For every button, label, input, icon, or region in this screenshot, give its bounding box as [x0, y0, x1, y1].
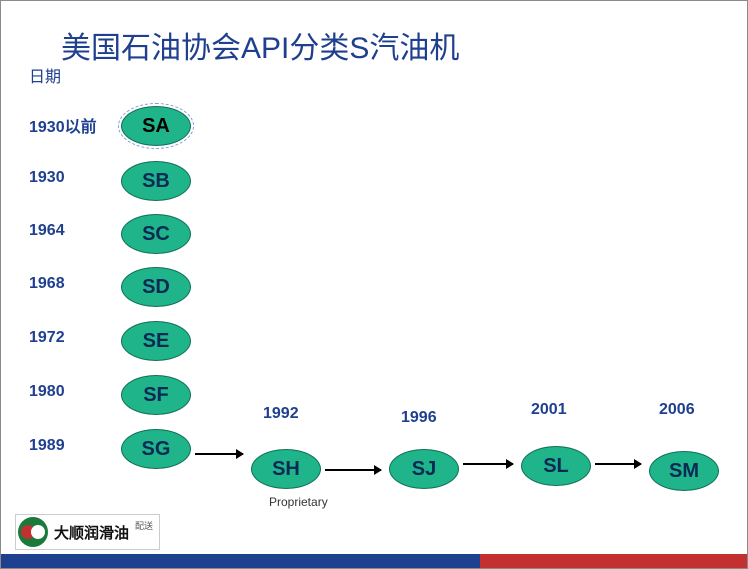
axis-label: 日期 — [29, 63, 61, 87]
node-sj: SJ — [389, 449, 459, 489]
node-sg: SG — [121, 429, 191, 469]
node-sd: SD — [121, 267, 191, 307]
footer-red — [480, 554, 747, 568]
node-sc: SC — [121, 214, 191, 254]
logo-icon — [18, 517, 48, 547]
arrow-0 — [195, 453, 243, 455]
arrow-1 — [325, 469, 381, 471]
year-label-sh: 1992 — [263, 405, 299, 423]
year-label-sa: 1930以前 — [29, 113, 97, 137]
footer-blue — [1, 554, 480, 568]
node-sl: SL — [521, 446, 591, 486]
proprietary-label: Proprietary — [269, 495, 328, 509]
node-sf: SF — [121, 375, 191, 415]
year-label-se: 1972 — [29, 329, 65, 347]
year-label-sj: 1996 — [401, 409, 437, 427]
year-label-sl: 2001 — [531, 401, 567, 419]
year-label-sm: 2006 — [659, 401, 695, 419]
slide-title: 美国石油协会API分类S汽油机 — [61, 23, 459, 67]
logo-subtext: 配送 — [135, 519, 153, 532]
node-se: SE — [121, 321, 191, 361]
node-sb: SB — [121, 161, 191, 201]
arrow-3 — [595, 463, 641, 465]
year-label-sd: 1968 — [29, 275, 65, 293]
node-sa: SA — [121, 106, 191, 146]
arrow-2 — [463, 463, 513, 465]
year-label-sc: 1964 — [29, 222, 65, 240]
year-label-sf: 1980 — [29, 383, 65, 401]
node-sh: SH — [251, 449, 321, 489]
slide: 美国石油协会API分类S汽油机 日期 1930以前 SA 1930 SB 1964 SC 1… — [0, 0, 748, 569]
footer-bar — [1, 554, 747, 568]
year-label-sb: 1930 — [29, 169, 65, 187]
logo-text: 大顺润滑油 — [54, 522, 129, 543]
year-label-sg: 1989 — [29, 437, 65, 455]
brand-logo: 大顺润滑油 配送 — [15, 514, 160, 550]
node-sm: SM — [649, 451, 719, 491]
